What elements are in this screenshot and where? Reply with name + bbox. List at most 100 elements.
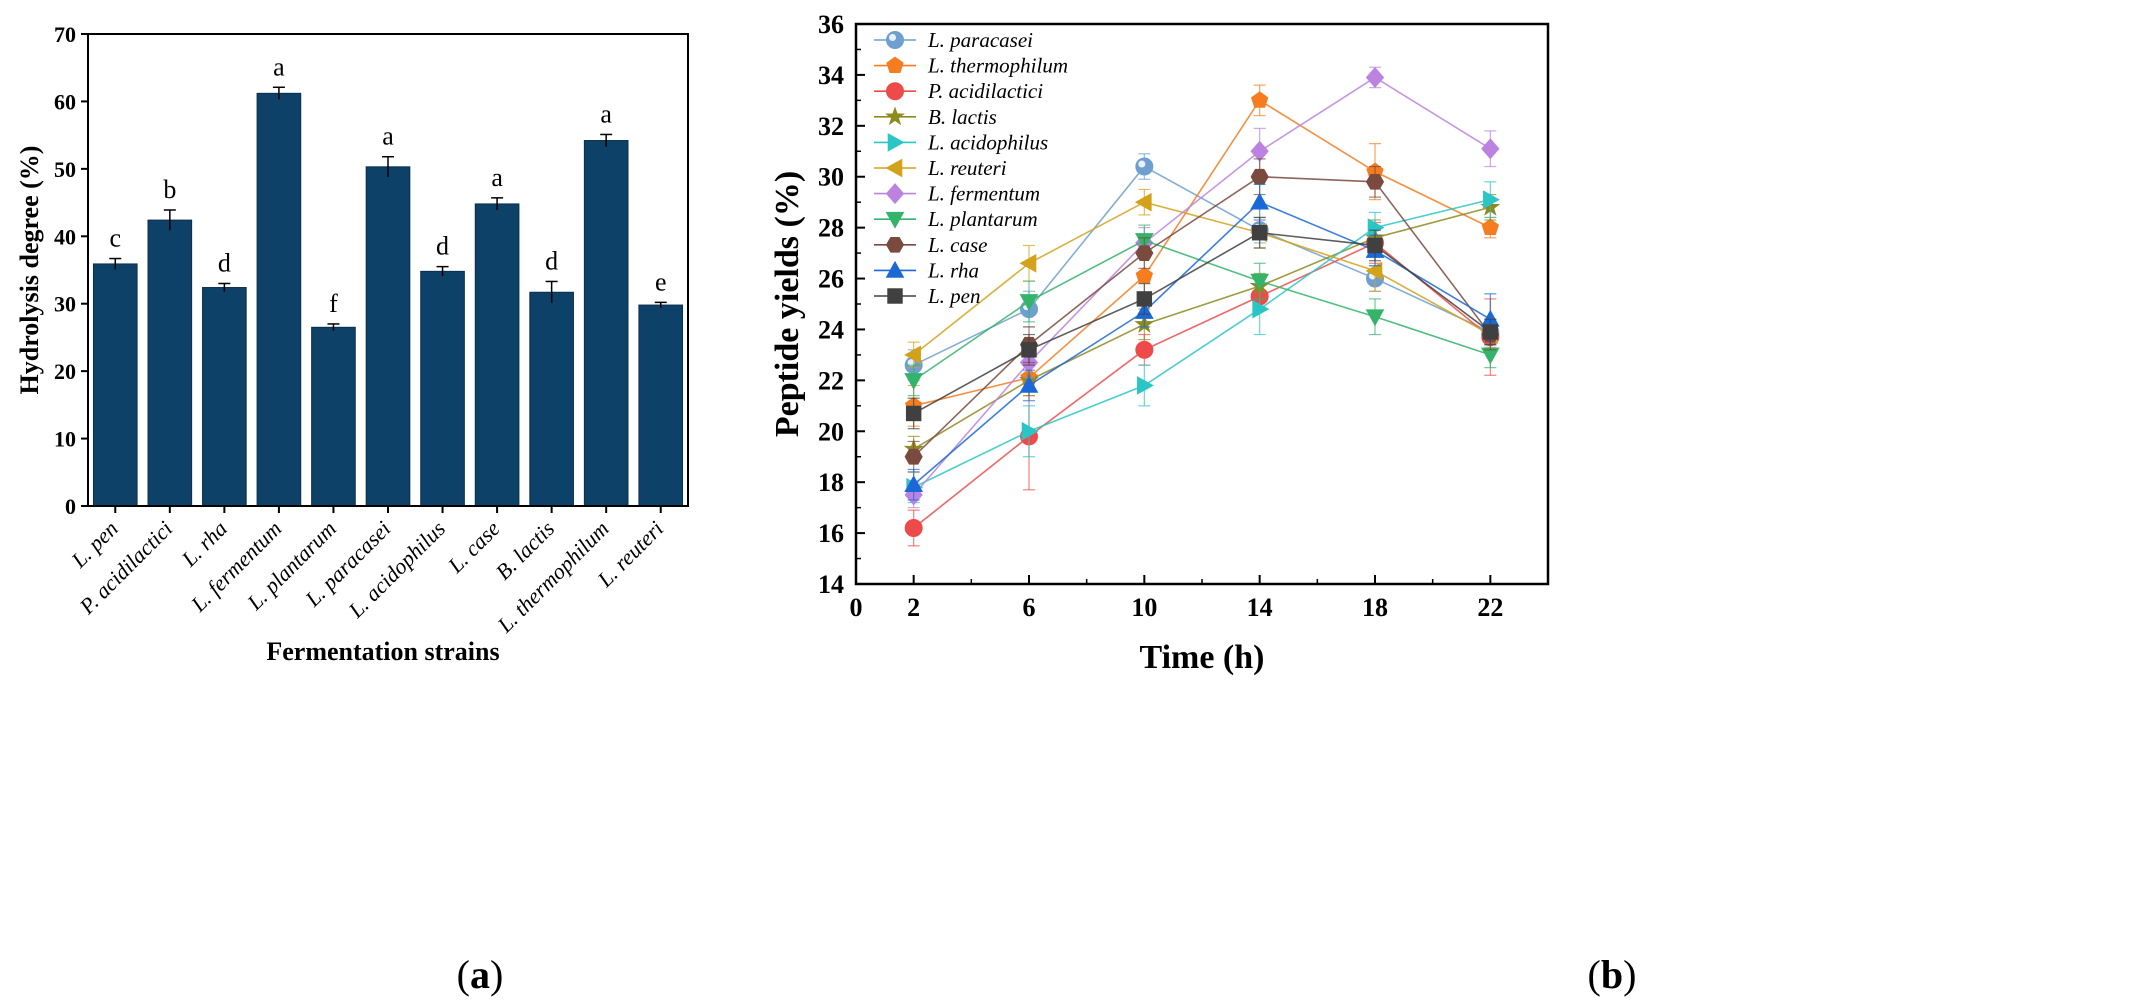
x-tick-label-b: 6 bbox=[1023, 593, 1036, 622]
significance-letter-l-thermophilum: a bbox=[600, 99, 612, 128]
data-point-l-rha bbox=[1250, 192, 1270, 210]
y-tick-label-b: 24 bbox=[818, 315, 844, 344]
y-tick-label-a: 30 bbox=[54, 292, 76, 317]
legend-marker-l-pen bbox=[887, 288, 903, 304]
data-point-l-case bbox=[1365, 173, 1385, 190]
data-point-l-rha bbox=[1019, 375, 1039, 393]
bar-l-rha bbox=[202, 287, 247, 507]
y-tick-label-b: 18 bbox=[818, 468, 844, 497]
series-l-rha bbox=[904, 183, 1500, 501]
data-point-l-acidophilus bbox=[1252, 299, 1270, 319]
data-point-l-pen bbox=[1367, 237, 1383, 254]
legend-marker-l-paracasei-highlight bbox=[889, 34, 896, 41]
series-line-l-case bbox=[913, 175, 1491, 458]
series-l-plantarum bbox=[904, 224, 1500, 397]
series-line-p-acidilactici bbox=[913, 241, 1491, 529]
y-tick-label-b: 22 bbox=[818, 366, 844, 395]
bar-l-paracasei bbox=[365, 166, 411, 507]
series-line-l-rha bbox=[913, 201, 1491, 486]
legend-marker-l-reuteri bbox=[885, 158, 903, 178]
significance-letter-l-paracasei: a bbox=[382, 122, 394, 151]
data-point-l-thermophilum bbox=[1481, 218, 1500, 236]
series-l-pen bbox=[905, 216, 1499, 430]
y-tick-label-b: 20 bbox=[818, 417, 844, 446]
x-tick-label-b: 18 bbox=[1362, 593, 1388, 622]
data-point-l-case bbox=[904, 448, 923, 465]
significance-letter-l-reuteri: e bbox=[655, 267, 667, 296]
bar-l-plantarum bbox=[311, 326, 356, 507]
y-tick-label-b: 16 bbox=[818, 519, 844, 548]
panel-label-b: (b) bbox=[1588, 952, 1637, 997]
legend-label-l-case: L. case bbox=[927, 233, 988, 257]
y-tick-label-b: 32 bbox=[818, 112, 844, 141]
significance-letter-p-acidilactici: b bbox=[163, 175, 176, 204]
data-point-p-acidilactici bbox=[1135, 340, 1154, 359]
legend-marker-l-case bbox=[885, 236, 905, 253]
legend-label-l-acidophilus: L. acidophilus bbox=[927, 130, 1048, 154]
data-point-l-acidophilus bbox=[1483, 190, 1500, 209]
data-point-l-rha bbox=[904, 475, 924, 493]
data-point-l-paracasei bbox=[1135, 157, 1154, 176]
data-point-p-acidilactici bbox=[904, 519, 923, 537]
data-point-l-pen bbox=[1021, 342, 1037, 358]
legend-label-l-paracasei: L. paracasei bbox=[927, 28, 1033, 52]
bar-l-reuteri bbox=[638, 304, 684, 507]
data-point-l-paracasei-highlight bbox=[1138, 160, 1146, 168]
bar-l-thermophilum bbox=[583, 140, 629, 507]
x-tick-label-b: 14 bbox=[1247, 593, 1273, 622]
data-point-l-fermentum bbox=[1481, 138, 1500, 160]
series-line-l-plantarum bbox=[913, 239, 1491, 382]
data-point-l-plantarum bbox=[1250, 273, 1270, 291]
data-point-l-pen bbox=[1136, 291, 1153, 307]
data-point-l-reuteri bbox=[1019, 253, 1037, 273]
y-tick-label-a: 70 bbox=[54, 22, 76, 47]
significance-letter-l-rha: d bbox=[218, 248, 231, 277]
data-point-l-case bbox=[1250, 168, 1269, 185]
bar-l-acidophilus bbox=[420, 270, 465, 507]
data-point-l-acidophilus bbox=[1021, 421, 1039, 441]
y-tick-label-a: 60 bbox=[54, 89, 76, 114]
data-point-l-plantarum bbox=[1019, 294, 1039, 311]
series-line-l-paracasei bbox=[913, 165, 1491, 366]
legend-marker-l-rha bbox=[885, 260, 905, 278]
y-tick-label-b: 34 bbox=[818, 61, 844, 90]
data-point-l-acidophilus bbox=[1137, 376, 1154, 395]
data-point-l-reuteri bbox=[1365, 261, 1383, 281]
series-line-l-thermophilum bbox=[913, 99, 1491, 407]
data-point-l-paracasei-highlight bbox=[907, 359, 915, 367]
x-tick-label-b: 22 bbox=[1477, 593, 1503, 622]
y-tick-label-b: 14 bbox=[818, 570, 844, 599]
series-line-l-fermentum bbox=[913, 76, 1491, 496]
panel-label-a: (a) bbox=[457, 952, 504, 997]
bar-p-acidilactici bbox=[147, 219, 193, 507]
significance-letter-l-pen: c bbox=[109, 224, 121, 253]
y-tick-label-b: 36 bbox=[818, 10, 844, 39]
significance-letter-l-plantarum: f bbox=[329, 289, 338, 318]
x-tick-label-b: 0 bbox=[850, 593, 863, 622]
data-point-l-reuteri bbox=[904, 345, 921, 365]
x-tick-label-b: 2 bbox=[907, 593, 920, 622]
series-line-l-reuteri bbox=[913, 201, 1491, 356]
legend-label-l-pen: L. pen bbox=[927, 284, 981, 308]
y-tick-label-a: 40 bbox=[54, 224, 76, 249]
data-point-l-plantarum bbox=[1365, 309, 1385, 327]
significance-letter-l-case: a bbox=[491, 163, 503, 192]
bar-l-case bbox=[474, 203, 520, 507]
data-point-l-pen bbox=[1482, 324, 1499, 340]
y-tick-label-b: 26 bbox=[818, 265, 844, 294]
y-axis-title-b: Peptide yields (%) bbox=[769, 171, 806, 437]
data-point-l-fermentum bbox=[1365, 66, 1385, 88]
data-point-l-reuteri bbox=[1134, 192, 1152, 212]
data-point-l-case bbox=[1135, 245, 1154, 261]
y-tick-label-a: 50 bbox=[54, 157, 76, 182]
y-tick-label-b: 28 bbox=[818, 214, 844, 243]
data-point-l-fermentum bbox=[1250, 140, 1269, 162]
legend-label-p-acidilactici: P. acidilactici bbox=[927, 79, 1043, 103]
y-tick-label-a: 10 bbox=[54, 427, 76, 452]
y-tick-label-a: 0 bbox=[65, 494, 76, 519]
x-axis-title-a: Fermentation strains bbox=[266, 637, 499, 666]
bar-l-pen bbox=[92, 263, 138, 507]
